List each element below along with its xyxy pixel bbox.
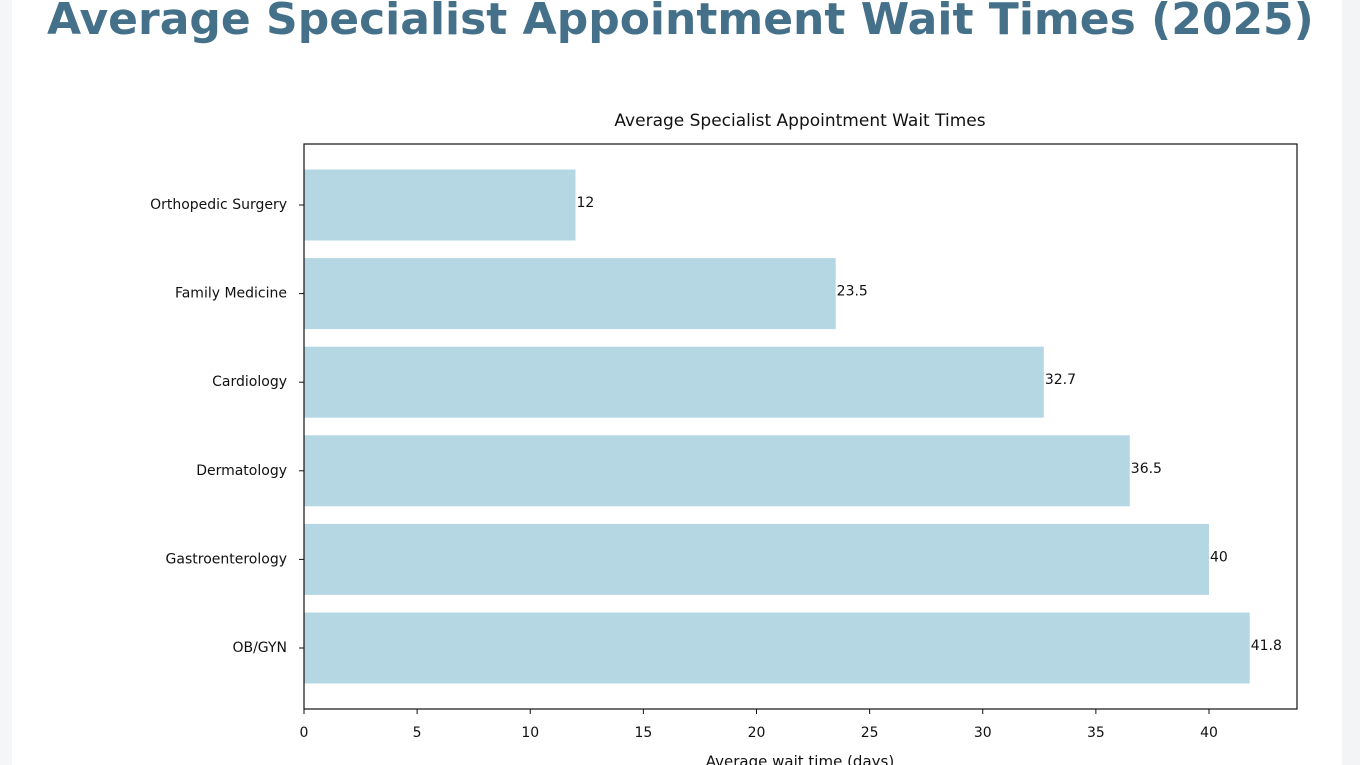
y-tick-label: Orthopedic Surgery [150,197,287,213]
side-strip [1342,0,1360,765]
value-label: 36.5 [1131,461,1162,477]
bar [304,169,576,241]
side-strip [0,0,12,765]
value-label: 41.8 [1251,638,1282,654]
x-tick-label: 25 [861,725,879,741]
bar [304,258,836,330]
bar [304,523,1209,595]
bar [304,435,1130,507]
x-tick-label: 20 [748,725,766,741]
bar [304,612,1250,684]
bar [304,346,1044,418]
chart-title: Average Specialist Appointment Wait Time… [614,111,985,131]
page-title: Average Specialist Appointment Wait Time… [47,0,1314,45]
x-tick-label: 30 [974,725,992,741]
x-tick-label: 5 [413,725,422,741]
x-axis-label: Average wait time (days) [706,753,894,765]
x-tick-label: 35 [1087,725,1105,741]
y-tick-label: Gastroenterology [166,551,287,567]
x-tick-label: 40 [1200,725,1218,741]
x-tick-label: 10 [521,725,539,741]
value-label: 32.7 [1045,372,1076,388]
value-label: 23.5 [837,284,868,300]
y-tick-label: OB/GYN [232,640,287,656]
value-label: 12 [576,195,594,211]
y-tick-label: Family Medicine [175,286,287,302]
y-tick-label: Cardiology [212,374,287,390]
x-tick-label: 15 [634,725,652,741]
y-tick-label: Dermatology [196,463,287,479]
value-label: 40 [1210,549,1228,565]
x-tick-label: 0 [300,725,309,741]
plot-frame [303,143,1298,710]
